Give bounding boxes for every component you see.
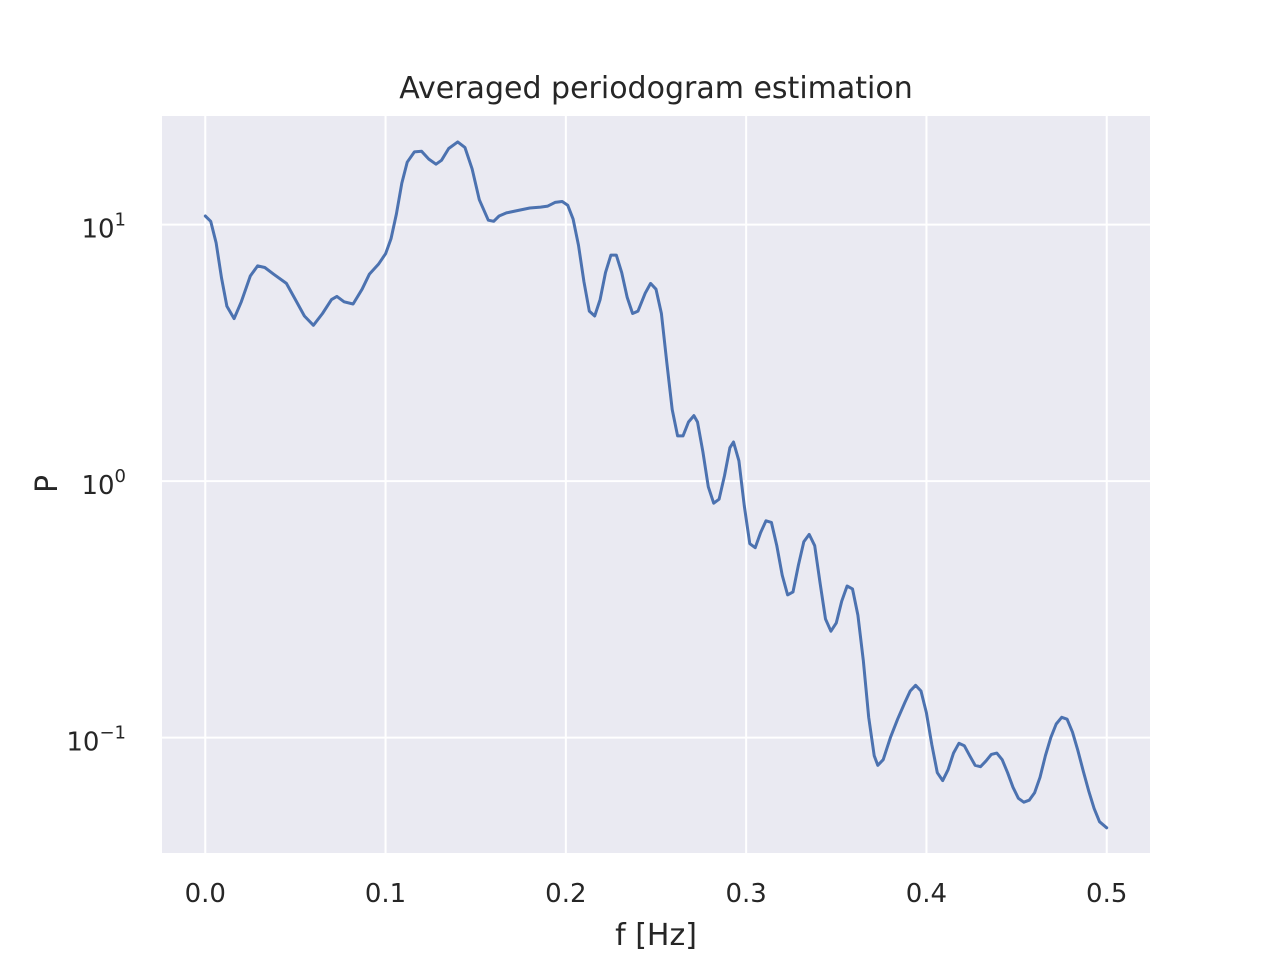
series-line-p xyxy=(203,140,1109,830)
x-tick-label: 0.0 xyxy=(185,879,226,909)
x-tick-label: 0.5 xyxy=(1086,879,1127,909)
x-tick-label: 0.2 xyxy=(545,879,586,909)
y-axis-label: P xyxy=(30,475,65,493)
x-axis-label: f [Hz] xyxy=(615,918,697,953)
x-tick-label: 0.1 xyxy=(365,879,406,909)
y-tick-label: 10−1 xyxy=(66,723,126,758)
y-tick-labels: 10−1 100 101 xyxy=(66,210,126,758)
x-gridlines xyxy=(204,116,1108,853)
y-gridlines xyxy=(162,223,1150,739)
x-tick-label: 0.3 xyxy=(725,879,766,909)
y-tick-label: 101 xyxy=(81,210,126,245)
chart-title: Averaged periodogram estimation xyxy=(399,71,912,106)
x-tick-labels: 0.0 0.1 0.2 0.3 0.4 0.5 xyxy=(185,879,1128,909)
y-tick-label: 100 xyxy=(81,466,126,501)
plot-area xyxy=(162,116,1150,853)
x-tick-label: 0.4 xyxy=(906,879,947,909)
